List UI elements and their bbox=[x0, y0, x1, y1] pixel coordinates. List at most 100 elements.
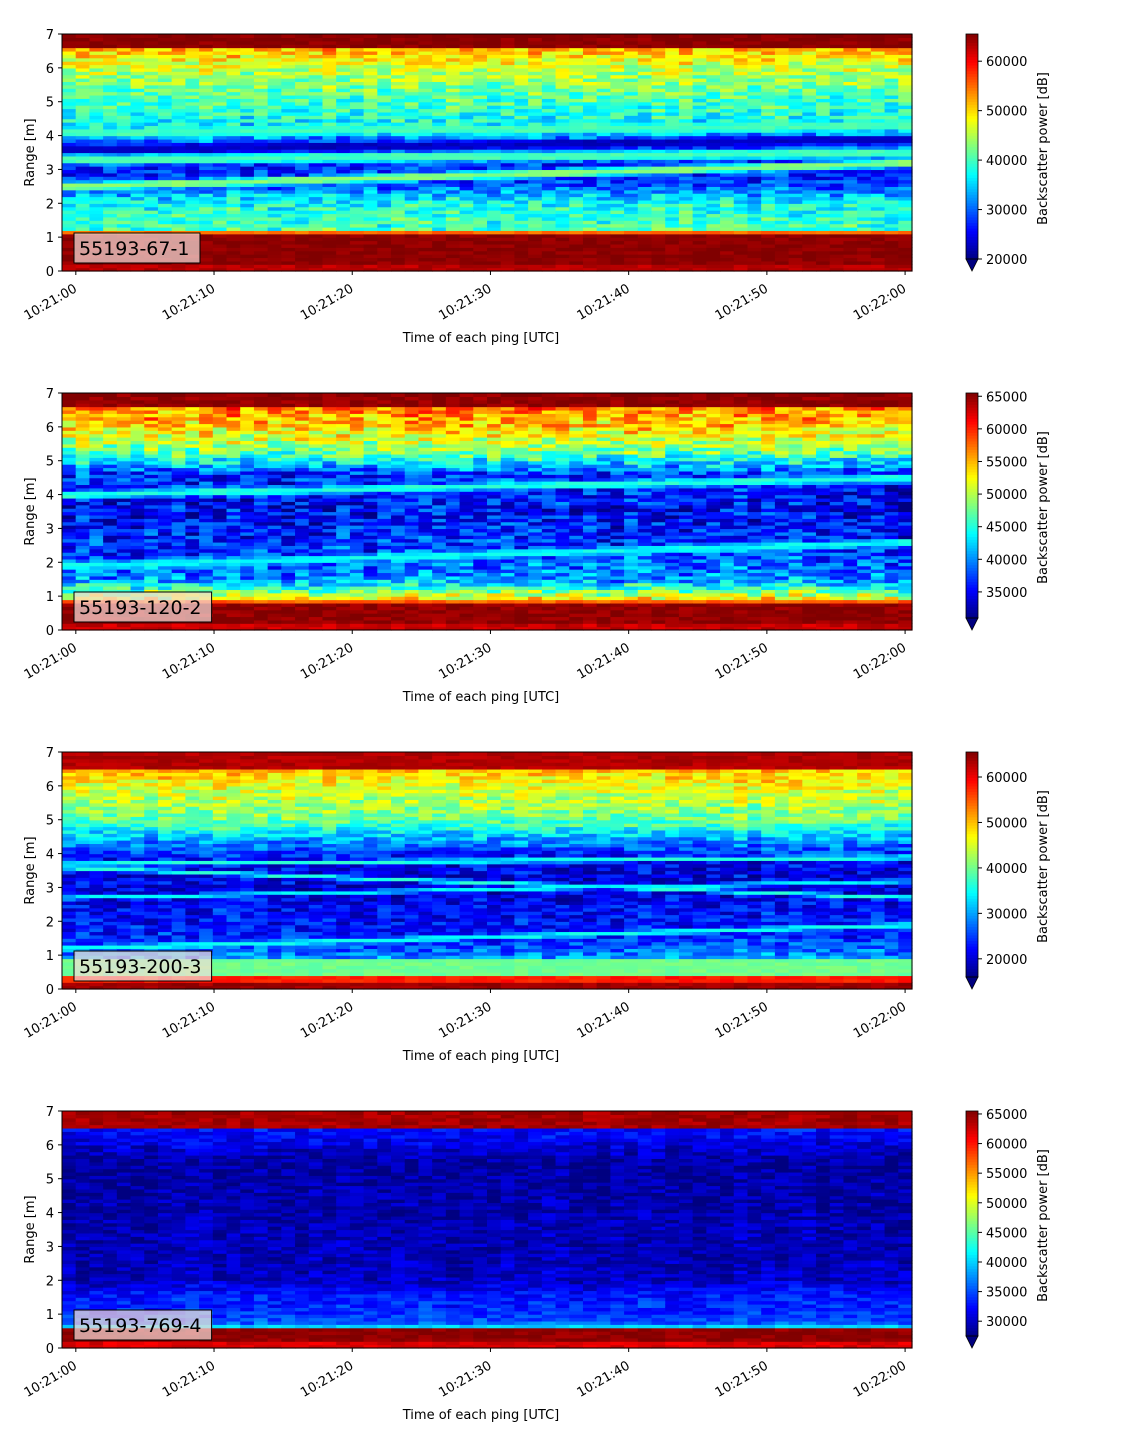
colorbar-1: 20000 30000 40000 50000 60000 Backscatter pow… bbox=[966, 34, 1051, 271]
heatmap-cell bbox=[652, 34, 666, 38]
y-tick-label: 6 bbox=[46, 62, 54, 77]
heatmap-cell bbox=[569, 34, 583, 38]
heatmap-cell bbox=[76, 393, 90, 397]
heatmap-cell bbox=[843, 34, 857, 38]
heatmap-cell bbox=[487, 34, 501, 38]
x-tick-label: 10:21:00 bbox=[22, 281, 80, 323]
heatmap-cell bbox=[254, 34, 268, 38]
heatmap-cell bbox=[885, 34, 899, 38]
heatmap-cell bbox=[830, 34, 844, 38]
heatmap-cell bbox=[213, 34, 227, 38]
colorbar-tick-label: 60000 bbox=[986, 55, 1027, 70]
heatmap-cell bbox=[62, 393, 76, 397]
heatmap-cell bbox=[103, 393, 117, 397]
y-tick-label: 0 bbox=[46, 265, 54, 280]
heatmap-cell bbox=[802, 34, 816, 38]
colorbar-extend-arrow bbox=[966, 259, 978, 271]
heatmap-cell bbox=[501, 34, 515, 38]
heatmap-cell bbox=[185, 34, 199, 38]
y-axis-label: Range [m] bbox=[23, 118, 38, 186]
heatmap-cell bbox=[158, 34, 172, 38]
heatmap-cell bbox=[583, 34, 597, 38]
heatmap-cell bbox=[597, 34, 611, 38]
heatmap-cell bbox=[117, 393, 131, 397]
heatmap-cell bbox=[405, 34, 419, 38]
heatmap-cell bbox=[624, 34, 638, 38]
x-tick-label: 10:21:30 bbox=[436, 281, 494, 323]
heatmap-cell bbox=[460, 34, 474, 38]
heatmap-cell bbox=[89, 34, 103, 38]
colorbar-tick-label: 40000 bbox=[986, 154, 1027, 169]
heatmap-cell bbox=[76, 34, 90, 38]
heatmap-cell bbox=[816, 34, 830, 38]
heatmap-cell bbox=[418, 34, 432, 38]
y-tick-label: 5 bbox=[46, 96, 54, 111]
panel-2: 01234567Range [m]10:21:00 10:21:10 10:21:2… bbox=[22, 387, 1051, 705]
heatmap-cell bbox=[350, 34, 364, 38]
colorbar-tick-label: 30000 bbox=[986, 204, 1027, 219]
heatmap-cell bbox=[240, 34, 254, 38]
heatmap-cell bbox=[720, 34, 734, 38]
heatmap-cell bbox=[610, 34, 624, 38]
x-tick-label: 10:22:00 bbox=[851, 281, 909, 323]
heatmap-cell bbox=[336, 34, 350, 38]
heatmap-cell bbox=[473, 34, 487, 38]
heatmap-cell bbox=[734, 34, 748, 38]
y-tick-label: 1 bbox=[46, 231, 54, 246]
x-tick-label: 10:21:40 bbox=[575, 281, 633, 323]
heatmap-cell bbox=[775, 34, 789, 38]
y-tick-label: 7 bbox=[46, 28, 54, 43]
heatmap-cell bbox=[144, 34, 158, 38]
panel-1: 0 1 2 3 4 5 6 7 Range [m] 10:21:00 10:21:10 10:21:2… bbox=[22, 28, 1051, 346]
heatmap-cell bbox=[747, 34, 761, 38]
heatmap-cell bbox=[871, 34, 885, 38]
heatmap-cell bbox=[131, 34, 145, 38]
heatmap-cell bbox=[377, 34, 391, 38]
heatmap-cell bbox=[309, 34, 323, 38]
colorbar-step bbox=[966, 34, 978, 37]
heatmap-cell bbox=[364, 34, 378, 38]
heatmap-cell bbox=[556, 34, 570, 38]
heatmap-cell bbox=[446, 34, 460, 38]
heatmap-cell bbox=[131, 393, 145, 397]
heatmap-cell bbox=[789, 34, 803, 38]
colorbar-label: Backscatter power [dB] bbox=[1036, 72, 1051, 225]
heatmap-cell bbox=[898, 34, 912, 38]
heatmap-cell bbox=[227, 34, 241, 38]
heatmap-cell bbox=[322, 34, 336, 38]
y-tick-label: 4 bbox=[46, 130, 54, 145]
heatmap-cell bbox=[432, 34, 446, 38]
x-tick-label: 10:21:50 bbox=[713, 281, 771, 323]
heatmap-cell bbox=[693, 34, 707, 38]
heatmap-cell bbox=[172, 34, 186, 38]
heatmap-cell bbox=[761, 34, 775, 38]
heatmap-cell bbox=[542, 34, 556, 38]
x-axis-label: Time of each ping [UTC] bbox=[402, 331, 560, 346]
y-tick-label: 3 bbox=[46, 163, 54, 178]
colorbar-tick-label: 20000 bbox=[986, 253, 1027, 268]
heatmap-cell bbox=[706, 34, 720, 38]
colorbar-tick-label: 50000 bbox=[986, 105, 1027, 120]
x-tick-label: 10:21:10 bbox=[160, 281, 218, 323]
heatmap-cell bbox=[144, 393, 158, 397]
heatmap-cell bbox=[295, 34, 309, 38]
heatmap-cell bbox=[665, 34, 679, 38]
heatmap-cell bbox=[117, 34, 131, 38]
label-text: 55193-67-1 bbox=[79, 238, 189, 260]
heatmap-cell bbox=[89, 393, 103, 397]
heatmap-cell bbox=[103, 34, 117, 38]
panel-label: 55193-67-1 bbox=[74, 233, 200, 263]
heatmap-cell bbox=[281, 34, 295, 38]
heatmap-cell bbox=[857, 34, 871, 38]
heatmap-cell bbox=[391, 34, 405, 38]
heatmap-cell bbox=[528, 34, 542, 38]
x-tick-label: 10:21:20 bbox=[298, 281, 356, 323]
y-tick-label: 2 bbox=[46, 197, 54, 212]
heatmap-cell bbox=[679, 34, 693, 38]
heatmap-cell bbox=[514, 34, 528, 38]
heatmap-cell bbox=[268, 34, 282, 38]
heatmap-cell bbox=[199, 34, 213, 38]
heatmap-cell bbox=[638, 34, 652, 38]
heatmap-cell bbox=[62, 34, 76, 38]
